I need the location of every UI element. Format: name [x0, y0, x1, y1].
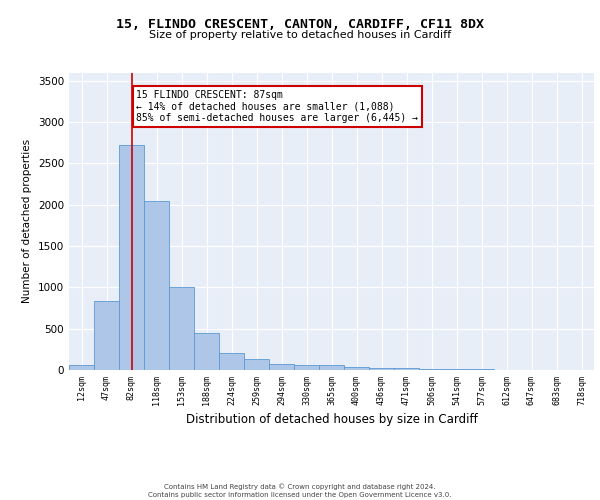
Bar	[269, 364, 294, 370]
Bar	[344, 367, 369, 370]
Y-axis label: Number of detached properties: Number of detached properties	[22, 139, 32, 304]
Bar	[219, 354, 244, 370]
Bar	[444, 369, 469, 370]
Bar	[319, 366, 344, 370]
Bar	[294, 365, 319, 370]
Text: Contains HM Land Registry data © Crown copyright and database right 2024.
Contai: Contains HM Land Registry data © Crown c…	[148, 484, 452, 498]
Bar	[194, 333, 219, 370]
Bar	[394, 368, 419, 370]
Text: 15, FLINDO CRESCENT, CANTON, CARDIFF, CF11 8DX: 15, FLINDO CRESCENT, CANTON, CARDIFF, CF…	[116, 18, 484, 30]
Text: Size of property relative to detached houses in Cardiff: Size of property relative to detached ho…	[149, 30, 451, 40]
Bar	[144, 200, 169, 370]
Text: 15 FLINDO CRESCENT: 87sqm
← 14% of detached houses are smaller (1,088)
85% of se: 15 FLINDO CRESCENT: 87sqm ← 14% of detac…	[137, 90, 419, 123]
X-axis label: Distribution of detached houses by size in Cardiff: Distribution of detached houses by size …	[185, 413, 478, 426]
Bar	[244, 360, 269, 370]
Bar	[69, 365, 94, 370]
Bar	[369, 368, 394, 370]
Bar	[169, 288, 194, 370]
Bar	[419, 369, 444, 370]
Bar	[94, 300, 119, 370]
Bar	[119, 145, 144, 370]
